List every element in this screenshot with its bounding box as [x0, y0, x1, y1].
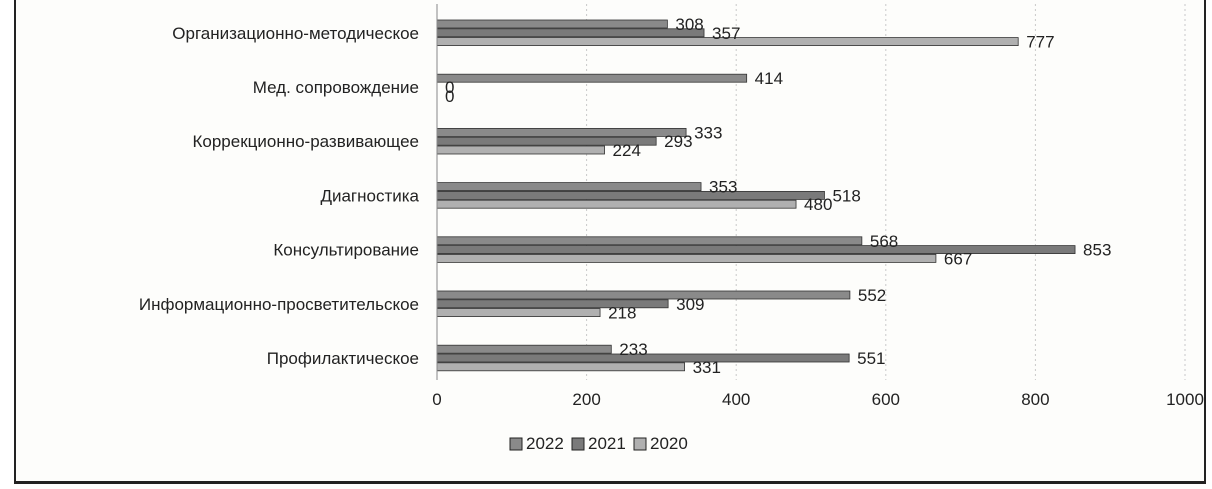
data-label: 414	[755, 69, 783, 88]
category-label: Диагностика	[320, 186, 419, 205]
bar-2021	[436, 190, 825, 200]
legend-swatch	[571, 437, 585, 451]
bar-2020	[436, 199, 797, 209]
bar-2020	[436, 308, 601, 318]
axis-layer: 0 200 400 600 800 1000	[432, 4, 1204, 409]
bar-2022	[436, 182, 702, 192]
legend: 2022 2021 2020	[509, 434, 688, 453]
data-label: 308	[675, 15, 703, 34]
data-label: 353	[709, 178, 737, 197]
category-label: Консультирование	[273, 241, 419, 260]
data-label: 518	[832, 186, 860, 205]
data-label: 333	[694, 123, 722, 142]
data-label: 309	[676, 295, 704, 314]
x-tick-label: 1000	[1166, 390, 1204, 409]
data-label: 777	[1026, 33, 1054, 52]
data-label: 667	[944, 249, 972, 268]
data-label: 480	[804, 195, 832, 214]
bar-chart: Организационно-методическое 308 357 777 Мед.…	[139, 4, 1204, 453]
data-label: 551	[857, 349, 885, 368]
bar-2020	[436, 253, 937, 263]
data-label: 552	[858, 286, 886, 305]
data-label: 568	[870, 232, 898, 251]
data-label: 0	[445, 78, 454, 97]
category-label: Мед. сопровождение	[253, 78, 419, 97]
bar-2022	[436, 344, 612, 354]
data-label: 853	[1083, 241, 1111, 260]
x-tick-label: 600	[872, 390, 900, 409]
category-label: Коррекционно-развивающее	[192, 132, 419, 151]
legend-label: 2021	[588, 434, 626, 453]
chart-frame: Организационно-методическое 308 357 777 Мед.…	[14, 0, 1206, 484]
legend-swatch	[633, 437, 647, 451]
bar-2022	[436, 73, 748, 83]
data-label: 0	[445, 87, 454, 106]
x-tick-label: 400	[722, 390, 750, 409]
bar-2020	[436, 362, 685, 372]
legend-swatch	[509, 437, 523, 451]
x-tick-label: 0	[432, 390, 441, 409]
bar-2020	[436, 145, 605, 155]
data-label: 357	[712, 24, 740, 43]
legend-label: 2020	[650, 434, 688, 453]
bar-2022	[436, 236, 863, 246]
category-label: Организационно-методическое	[172, 24, 419, 43]
data-label: 233	[619, 340, 647, 359]
bar-2022	[436, 290, 851, 300]
data-label: 218	[608, 304, 636, 323]
bar-2022	[436, 19, 668, 29]
bars-layer	[436, 19, 1076, 372]
category-label: Профилактическое	[267, 349, 419, 368]
x-tick-label: 200	[572, 390, 600, 409]
bar-2021	[436, 245, 1076, 255]
data-label: 224	[613, 141, 641, 160]
category-label: Информационно-просветительское	[139, 295, 419, 314]
legend-label: 2022	[526, 434, 564, 453]
bar-2022	[436, 127, 687, 137]
data-label: 293	[664, 132, 692, 151]
x-tick-label: 800	[1021, 390, 1049, 409]
data-label: 331	[693, 358, 721, 377]
bar-2021	[436, 28, 705, 38]
labels-layer: Организационно-методическое 308 357 777 Мед.…	[139, 15, 1112, 377]
